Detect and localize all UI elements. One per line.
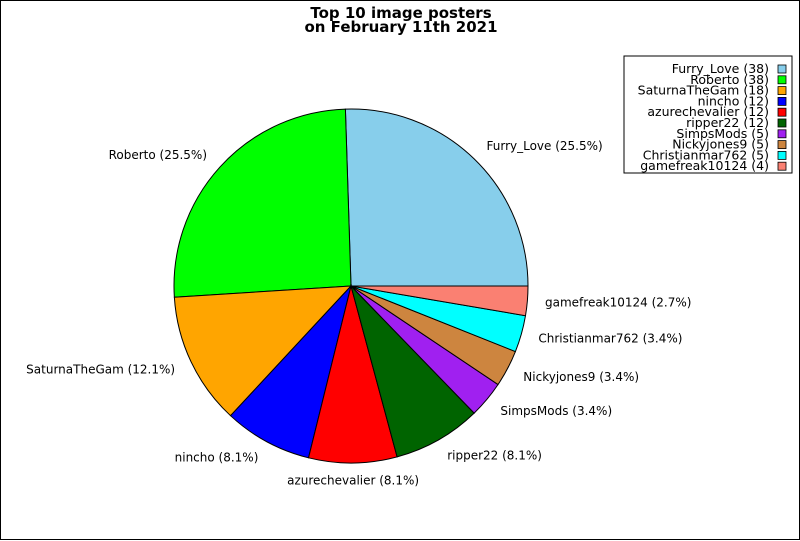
legend-swatch-roberto [777,75,787,85]
chart-title-line-2: on February 11th 2021 [304,18,497,36]
legend-label-saturnathegam: SaturnaTheGam (18) [638,83,769,98]
legend-label-ripper22: ripper22 (12) [686,115,769,130]
legend-swatch-gamefreak10124 [777,161,787,171]
legend-swatch-saturnathegam [777,86,787,95]
pie-slice-saturnathegam [173,285,353,417]
slice-label-gamefreak10124: gamefreak10124 (2.7%) [545,295,691,309]
legend-swatch-simpsmods [777,129,787,139]
slice-label-nincho: nincho (8.1%) [175,450,259,464]
legend-swatch-furry_love [777,64,787,74]
chart-title: Top 10 image posters on February 11th 20… [304,4,497,36]
pie-slice-azurechevalier [307,284,398,464]
legend-label-roberto: Roberto (38) [690,72,769,87]
legend-swatch-nickyjones9 [777,140,787,150]
legend-swatch-christianmar762 [777,150,787,160]
chart-title-line-1: Top 10 image posters [310,4,491,22]
slice-label-nickyjones9: Nickyjones9 (3.4%) [523,370,639,384]
slice-label-saturnathegam: SaturnaTheGam (12.1%) [26,362,175,376]
slice-label-furry_love: Furry_Love (25.5%) [487,139,603,153]
slice-label-azurechevalier: azurechevalier (8.1%) [287,474,419,488]
pie-slice-furry_love [344,108,529,287]
pie-slice-roberto [173,108,352,298]
legend-label-simpsmods: SimpsMods (5) [676,126,769,141]
legend-swatch-ripper22 [777,118,787,128]
legend-label-nickyjones9: Nickyjones9 (5) [672,137,769,152]
slice-label-ripper22: ripper22 (8.1%) [447,448,542,462]
legend-swatch-nincho [777,97,787,106]
legend-label-nincho: nincho (12) [698,93,769,108]
legend-box [623,55,793,174]
pie-slices [173,108,529,464]
legend-label-azurechevalier: azurechevalier (12) [647,104,769,119]
slice-label-roberto: Roberto (25.5%) [109,148,207,162]
legend-label-gamefreak10124: gamefreak10124 (4) [640,158,769,173]
legend: Furry_Love (38)Roberto (38)SaturnaTheGam… [623,55,793,174]
slice-label-christianmar762: Christianmar762 (3.4%) [538,332,682,346]
slice-labels: Furry_Love (25.5%) Roberto (25.5%) Saturna… [26,139,691,488]
pie-slice-ripper22 [350,284,475,458]
pie-slice-nincho [229,284,352,459]
legend-label-furry_love: Furry_Love (38) [672,61,769,76]
legend-swatch-azurechevalier [777,107,787,117]
legend-label-christianmar762: Christianmar762 (5) [643,147,769,162]
slice-label-simpsmods: SimpsMods (3.4%) [500,404,612,418]
pie-slice-gamefreak10124 [350,285,529,317]
